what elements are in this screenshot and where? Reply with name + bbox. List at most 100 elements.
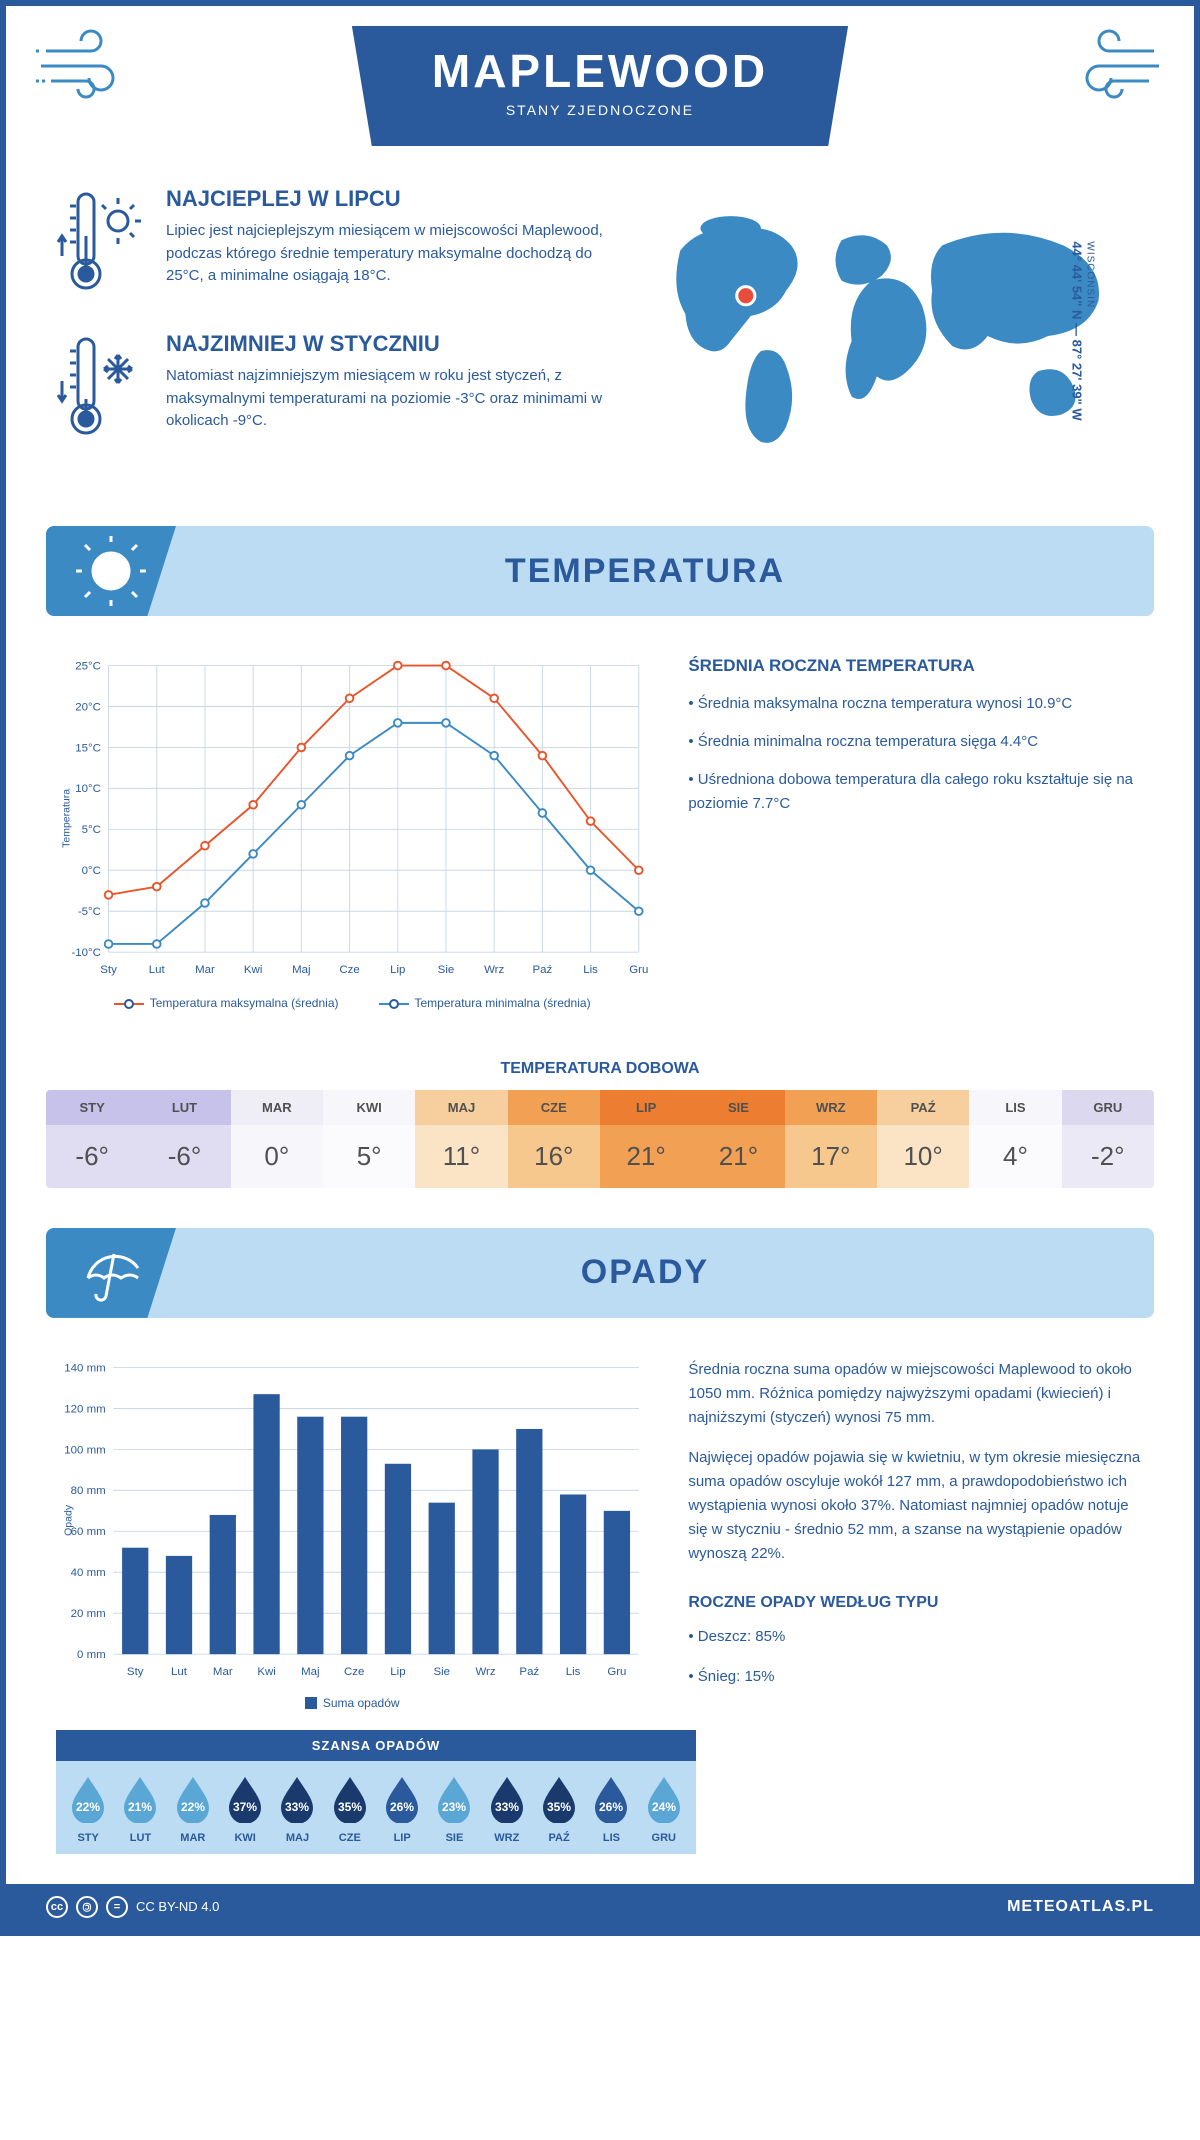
svg-text:Cze: Cze [339, 964, 359, 976]
svg-text:Sty: Sty [127, 1666, 144, 1678]
chance-title: SZANSA OPADÓW [56, 1730, 696, 1761]
chance-drop: 35% CZE [324, 1775, 376, 1844]
country-subtitle: STANY ZJEDNOCZONE [432, 102, 768, 118]
precip-chart: 0 mm20 mm40 mm60 mm80 mm100 mm120 mm140 … [56, 1358, 648, 1710]
svg-text:Paź: Paź [533, 964, 553, 976]
header: MAPLEWOOD STANY ZJEDNOCZONE [6, 6, 1194, 156]
chance-row: 22% STY 21% LUT 22% MAR 37% KWI 33% MAJ … [56, 1761, 696, 1854]
chance-drop: 26% LIP [376, 1775, 428, 1844]
svg-text:24%: 24% [652, 1800, 676, 1814]
temp-section-header: TEMPERATURA [46, 526, 1154, 616]
svg-text:Lip: Lip [390, 1666, 405, 1678]
svg-text:-5°C: -5°C [78, 906, 101, 918]
daily-cell: LIP 21° [600, 1090, 692, 1188]
temp-summary-title: ŚREDNIA ROCZNA TEMPERATURA [688, 656, 1144, 676]
precip-p1: Średnia roczna suma opadów w miejscowośc… [688, 1358, 1144, 1430]
precip-body: 0 mm20 mm40 mm60 mm80 mm100 mm120 mm140 … [6, 1328, 1194, 1730]
svg-text:Wrz: Wrz [475, 1666, 495, 1678]
svg-text:Kwi: Kwi [244, 964, 262, 976]
svg-text:33%: 33% [495, 1800, 519, 1814]
chance-drop: 24% GRU [638, 1775, 690, 1844]
footer: cc 🄯 = CC BY-ND 4.0 METEOATLAS.PL [6, 1884, 1194, 1930]
svg-text:26%: 26% [599, 1800, 623, 1814]
coords-text: 44° 44' 54" N — 87° 27' 39" W [1069, 241, 1084, 420]
daily-table: STY -6°LUT -6°MAR 0°KWI 5°MAJ 11°CZE 16°… [46, 1090, 1154, 1188]
chance-drop: 33% MAJ [271, 1775, 323, 1844]
precip-snow: • Śnieg: 15% [688, 1665, 1144, 1689]
world-map [640, 200, 1144, 462]
svg-text:-10°C: -10°C [72, 947, 101, 959]
svg-text:Lis: Lis [566, 1666, 581, 1678]
chance-panel: SZANSA OPADÓW 22% STY 21% LUT 22% MAR 37… [56, 1730, 696, 1854]
license-text: CC BY-ND 4.0 [136, 1899, 219, 1914]
daily-cell: WRZ 17° [785, 1090, 877, 1188]
warmest-text: Lipiec jest najcieplejszym miesiącem w m… [166, 220, 610, 288]
svg-text:15°C: 15°C [75, 742, 101, 754]
precip-heading: OPADY [176, 1253, 1114, 1292]
title-banner: MAPLEWOOD STANY ZJEDNOCZONE [352, 26, 848, 146]
temp-heading: TEMPERATURA [176, 552, 1114, 591]
svg-text:Lut: Lut [149, 964, 166, 976]
legend-min: Temperatura minimalna (średnia) [415, 996, 591, 1010]
svg-text:10°C: 10°C [75, 783, 101, 795]
svg-text:0°C: 0°C [82, 865, 101, 877]
coldest-title: NAJZIMNIEJ W STYCZNIU [166, 331, 610, 357]
daily-cell: PAŹ 10° [877, 1090, 969, 1188]
thermometer-sun-icon [56, 186, 146, 301]
city-title: MAPLEWOOD [432, 44, 768, 98]
coordinates: WISCONSIN 44° 44' 54" N — 87° 27' 39" W [1069, 241, 1095, 420]
nd-icon: = [106, 1896, 128, 1918]
site-name: METEOATLAS.PL [1007, 1898, 1154, 1916]
precip-section-header: OPADY [46, 1228, 1154, 1318]
svg-text:80 mm: 80 mm [71, 1485, 106, 1497]
wind-icon-left [36, 26, 156, 106]
sun-icon [46, 526, 176, 616]
precip-summary: Średnia roczna suma opadów w miejscowośc… [688, 1358, 1144, 1710]
coldest-block: NAJZIMNIEJ W STYCZNIU Natomiast najzimni… [56, 331, 610, 446]
chance-drop: 35% PAŹ [533, 1775, 585, 1844]
daily-title: TEMPERATURA DOBOWA [6, 1060, 1194, 1078]
precip-p2: Najwięcej opadów pojawia się w kwietniu,… [688, 1446, 1144, 1566]
intro-left: NAJCIEPLEJ W LIPCU Lipiec jest najcieple… [56, 186, 610, 476]
precip-rain: • Deszcz: 85% [688, 1625, 1144, 1649]
svg-text:26%: 26% [390, 1800, 414, 1814]
svg-text:22%: 22% [181, 1800, 205, 1814]
svg-text:35%: 35% [338, 1800, 362, 1814]
daily-cell: GRU -2° [1062, 1090, 1154, 1188]
svg-text:5°C: 5°C [82, 824, 101, 836]
precip-type-title: ROCZNE OPADY WEDŁUG TYPU [688, 1590, 1144, 1616]
by-icon: 🄯 [76, 1896, 98, 1918]
temp-body: -10°C-5°C0°C5°C10°C15°C20°C25°CStyLutMar… [6, 626, 1194, 1040]
daily-cell: KWI 5° [323, 1090, 415, 1188]
svg-text:Lip: Lip [390, 964, 405, 976]
svg-text:Lis: Lis [583, 964, 598, 976]
temp-summary: ŚREDNIA ROCZNA TEMPERATURA • Średnia mak… [688, 656, 1144, 1010]
map-panel: WISCONSIN 44° 44' 54" N — 87° 27' 39" W [640, 186, 1144, 476]
temp-chart: -10°C-5°C0°C5°C10°C15°C20°C25°CStyLutMar… [56, 656, 648, 1010]
svg-text:23%: 23% [442, 1800, 466, 1814]
svg-text:140 mm: 140 mm [64, 1362, 105, 1374]
svg-text:60 mm: 60 mm [71, 1526, 106, 1538]
precip-legend: Suma opadów [56, 1696, 648, 1710]
svg-text:37%: 37% [233, 1800, 257, 1814]
daily-cell: SIE 21° [692, 1090, 784, 1188]
svg-text:40 mm: 40 mm [71, 1567, 106, 1579]
svg-text:Mar: Mar [213, 1666, 233, 1678]
warmest-block: NAJCIEPLEJ W LIPCU Lipiec jest najcieple… [56, 186, 610, 301]
chance-drop: 22% STY [62, 1775, 114, 1844]
temp-legend: Temperatura maksymalna (średnia) Tempera… [56, 996, 648, 1010]
chance-drop: 26% LIS [585, 1775, 637, 1844]
svg-text:Paź: Paź [519, 1666, 539, 1678]
svg-text:22%: 22% [76, 1800, 100, 1814]
svg-text:20 mm: 20 mm [71, 1608, 106, 1620]
precip-legend-label: Suma opadów [323, 1696, 400, 1710]
daily-cell: MAJ 11° [415, 1090, 507, 1188]
svg-text:35%: 35% [547, 1800, 571, 1814]
svg-text:Mar: Mar [195, 964, 215, 976]
wind-icon-right [1044, 26, 1164, 106]
page: MAPLEWOOD STANY ZJEDNOCZONE [0, 0, 1200, 1936]
svg-text:100 mm: 100 mm [64, 1444, 105, 1456]
legend-max: Temperatura maksymalna (średnia) [150, 996, 339, 1010]
chance-drop: 23% SIE [428, 1775, 480, 1844]
svg-text:120 mm: 120 mm [64, 1403, 105, 1415]
